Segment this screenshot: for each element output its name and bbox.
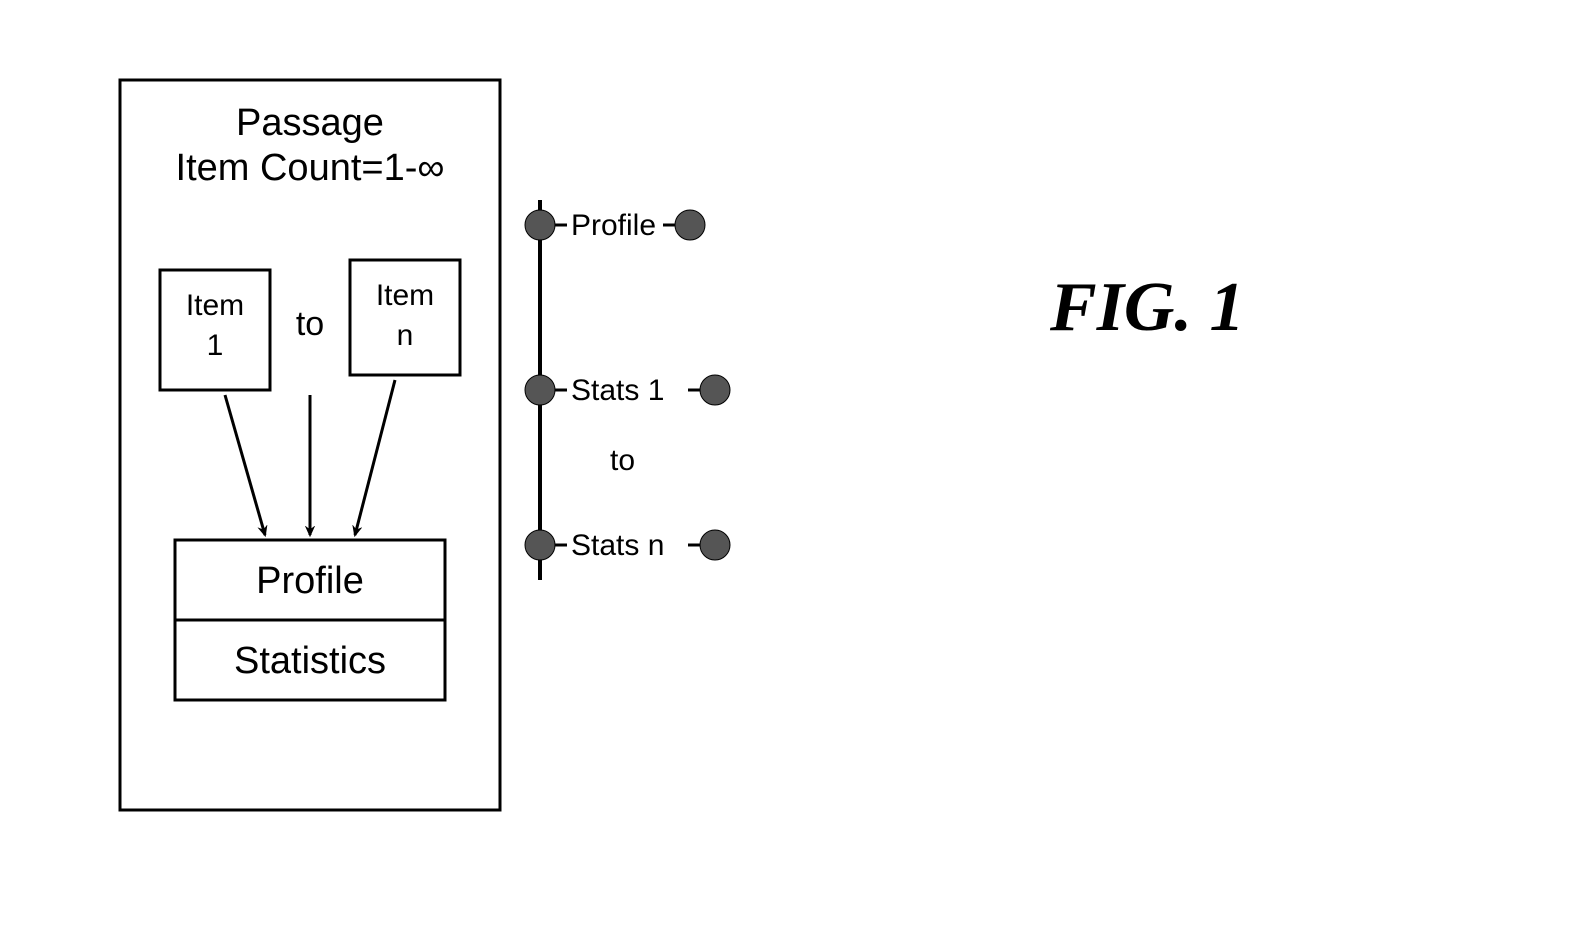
item1-line2: 1 [207,329,224,362]
item1-line1: Item [186,289,244,322]
items-to-label: to [296,305,324,343]
profile-label: Profile [256,560,364,602]
itemn-line2: n [397,319,414,352]
itemn-line1: Item [376,279,434,312]
statsn-dot-label: Stats n [571,529,664,562]
stats1-dot-left [525,375,555,405]
statsn-dot-left [525,530,555,560]
statsn-dot-right [700,530,730,560]
arrow-itemn-to-profile [355,380,395,535]
profile-dot-label: Profile [571,209,656,242]
figure-label: FIG. 1 [1049,269,1244,346]
stats1-dot-right [700,375,730,405]
statistics-label: Statistics [234,640,386,682]
itemn-box [350,260,460,375]
stats1-dot-label: Stats 1 [571,374,664,407]
passage-title-2: Item Count=1-∞ [176,147,445,189]
arrow-item1-to-profile [225,395,265,535]
profile-dot-left [525,210,555,240]
stats-to-label: to [610,444,635,477]
profile-dot-right [675,210,705,240]
passage-title-1: Passage [236,102,384,144]
